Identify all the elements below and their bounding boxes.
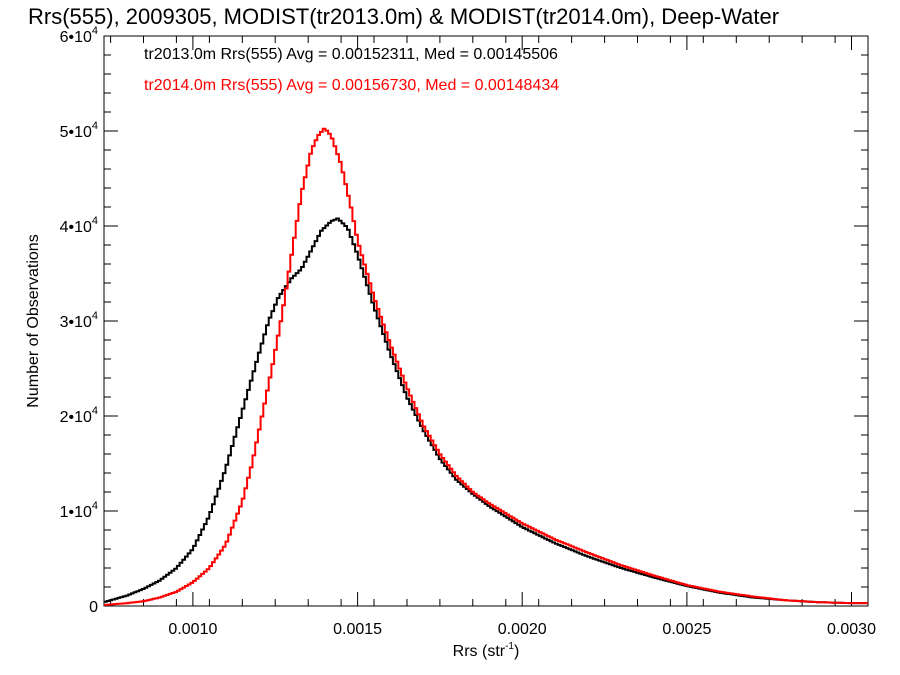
x-tick-label: 0.0015 <box>333 621 382 638</box>
y-tick-label: 0 <box>89 599 98 616</box>
x-tick-label: 0.0025 <box>662 621 711 638</box>
y-axis-label: Number of Observations <box>25 234 42 407</box>
y-tick-label: 4•104 <box>60 215 98 236</box>
y-tick-label: 5•104 <box>60 120 98 141</box>
plot-frame <box>103 35 869 607</box>
y-tick-label: 2•104 <box>60 405 98 426</box>
series-lines <box>104 127 868 606</box>
x-axis-label: Rrs (str-1) <box>453 641 520 660</box>
y-axis-ticks: 0 1•104 2•104 3•104 4•104 5•104 6•104 <box>60 25 868 616</box>
legend-annotations: tr2013.0m Rrs(555) Avg = 0.00152311, Med… <box>144 46 559 94</box>
y-tick-label: 1•104 <box>60 500 98 521</box>
x-tick-label: 0.0030 <box>827 621 876 638</box>
chart-title: Rrs(555), 2009305, MODIST(tr2013.0m) & M… <box>28 4 779 29</box>
y-tick-label: 6•104 <box>60 25 98 46</box>
x-tick-label: 0.0010 <box>168 621 217 638</box>
y-tick-label: 3•104 <box>60 310 98 331</box>
x-tick-label: 0.0020 <box>498 621 547 638</box>
legend-annotation: tr2013.0m Rrs(555) Avg = 0.00152311, Med… <box>144 46 558 63</box>
series-line-tr2013.0m <box>104 217 868 605</box>
legend-annotation: tr2014.0m Rrs(555) Avg = 0.00156730, Med… <box>144 77 559 94</box>
x-axis-ticks: 0.0010 0.0015 0.0020 0.0025 0.0030 <box>110 36 876 638</box>
series-line-tr2014.0m <box>104 127 868 606</box>
